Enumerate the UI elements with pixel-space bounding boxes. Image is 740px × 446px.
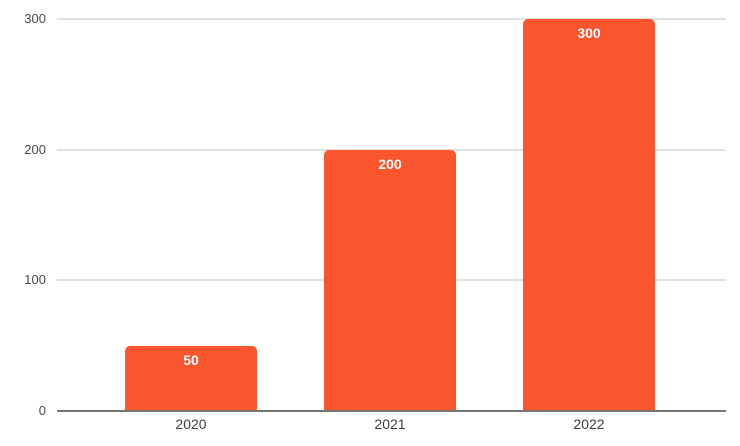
bar [125,345,257,410]
x-tick-label: 2020 [175,416,207,432]
y-tick-label: 100 [24,272,46,288]
bar [324,149,456,410]
y-tick-label: 300 [24,11,46,26]
x-tick-label: 2021 [374,416,406,432]
y-tick-label: 200 [24,141,46,157]
gridline [57,18,726,20]
bar-value-label: 200 [378,155,402,172]
x-tick-label: 2022 [573,416,605,432]
bar [523,19,655,410]
y-tick-label: 0 [38,403,46,418]
bar-value-label: 50 [183,351,199,368]
bar-value-label: 300 [577,25,601,41]
x-axis-line [57,410,726,412]
